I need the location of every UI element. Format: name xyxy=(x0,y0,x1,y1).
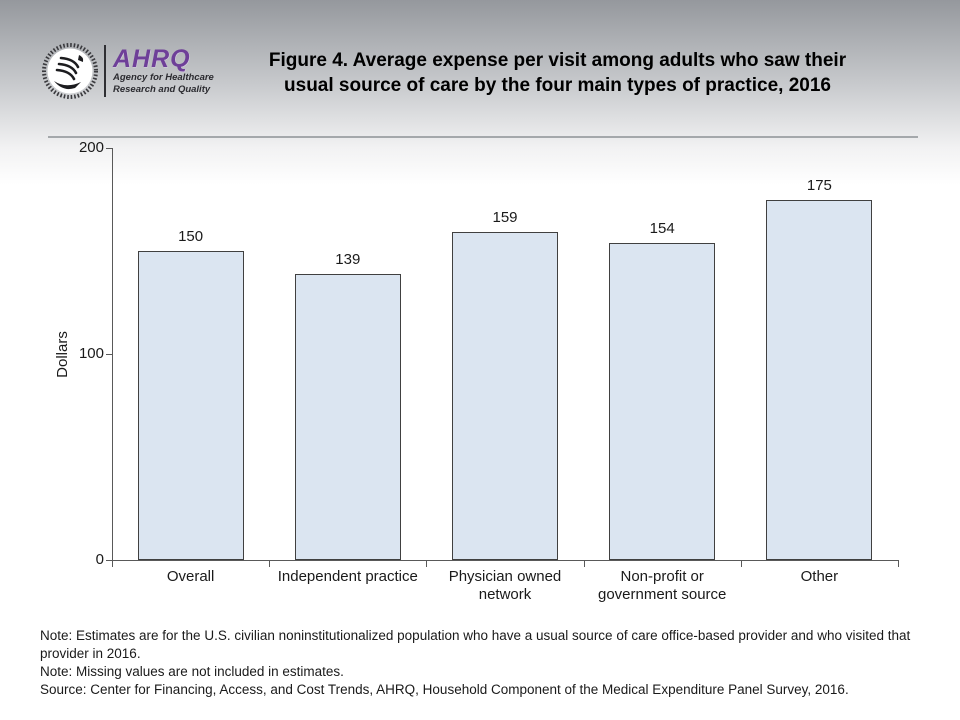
source-line: Source: Center for Financing, Access, an… xyxy=(40,682,849,697)
x-axis-tick xyxy=(583,560,585,567)
bar-value-label: 150 xyxy=(178,228,204,245)
x-category-label: Other xyxy=(800,568,839,585)
x-axis-tick xyxy=(740,560,742,567)
x-category-label: Physician owned network xyxy=(448,568,562,603)
note-population: Note: Estimates are for the U.S. civilia… xyxy=(40,628,911,661)
header-gradient-band xyxy=(0,0,960,185)
bar-physician-owned-network xyxy=(452,232,558,560)
bar-other xyxy=(766,199,873,560)
figure-title-line2: usual source of care by the four main ty… xyxy=(284,75,831,96)
header-divider-rule xyxy=(48,136,918,138)
chart-notes: Note: Estimates are for the U.S. civilia… xyxy=(40,627,926,699)
y-tick-label: 0 xyxy=(95,551,104,568)
bar-value-label: 175 xyxy=(806,176,832,194)
bar-value-label: 139 xyxy=(335,250,361,268)
bar-value-label: 159 xyxy=(492,209,518,227)
figure-title-line1: Figure 4. Average expense per visit amon… xyxy=(268,50,847,71)
bar-overall xyxy=(137,251,244,560)
y-axis-tick xyxy=(106,148,112,149)
y-axis-title: Dollars xyxy=(53,331,71,378)
y-axis-tick xyxy=(106,354,112,355)
x-category-label: Independent practice xyxy=(277,568,418,585)
bar-value-label: 154 xyxy=(649,219,675,237)
ahrq-tagline-line1: Agency for Healthcare xyxy=(113,71,214,83)
x-axis-tick xyxy=(112,560,113,567)
hhs-eagle-seal-icon xyxy=(42,43,98,99)
figure-title: Figure 4. Average expense per visit amon… xyxy=(215,48,900,98)
x-axis xyxy=(112,560,899,561)
agency-logo: AHRQ Agency for Healthcare Research and … xyxy=(40,40,214,102)
x-category-label: Non-profit or government source xyxy=(597,568,727,603)
x-axis-tick xyxy=(898,560,899,567)
logo-divider xyxy=(104,45,106,97)
y-tick-label: 100 xyxy=(78,345,104,362)
ahrq-wordmark: AHRQ xyxy=(113,44,191,73)
note-missing-values: Note: Missing values are not included in… xyxy=(40,664,344,679)
bar-non-profit-or-government-source xyxy=(609,242,716,560)
y-axis xyxy=(112,148,113,567)
ahrq-logo-text: AHRQ Agency for Healthcare Research and … xyxy=(113,44,214,96)
x-axis-tick xyxy=(269,560,271,567)
y-axis-tick xyxy=(106,560,112,561)
y-tick-label: 200 xyxy=(78,139,104,156)
ahrq-tagline-line2: Research and Quality xyxy=(113,84,211,95)
x-category-label: Overall xyxy=(166,568,215,585)
bar-independent-practice xyxy=(294,273,401,560)
x-axis-tick xyxy=(426,560,428,567)
